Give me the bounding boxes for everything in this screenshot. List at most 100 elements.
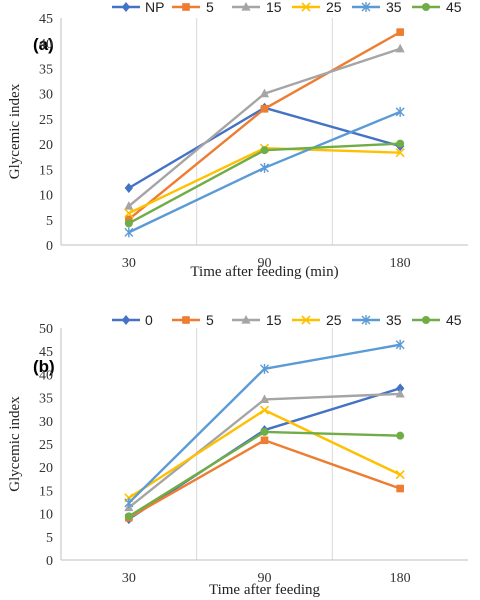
legend-marker bbox=[241, 2, 251, 11]
legend-marker bbox=[422, 316, 430, 324]
series-0 bbox=[124, 383, 405, 525]
y-tick-label: 45 bbox=[39, 12, 53, 27]
data-point bbox=[124, 219, 133, 228]
data-point bbox=[396, 431, 405, 440]
series-15 bbox=[124, 43, 405, 210]
x-tick-label: 90 bbox=[258, 256, 272, 271]
series-line bbox=[128, 142, 401, 225]
y-tick-label: 25 bbox=[39, 438, 53, 453]
data-point bbox=[260, 146, 269, 155]
legend-item: 35 bbox=[352, 312, 402, 328]
legend-item: 35 bbox=[352, 0, 402, 15]
legend-marker bbox=[422, 3, 430, 11]
y-tick-label: 35 bbox=[39, 62, 53, 77]
y-tick-label: 10 bbox=[39, 189, 53, 204]
legend-label: 5 bbox=[206, 0, 214, 15]
y-tick-label: 25 bbox=[39, 113, 53, 128]
series-35 bbox=[124, 106, 405, 238]
y-axis-title: Glycemic index bbox=[7, 396, 23, 492]
series-line bbox=[128, 146, 401, 215]
data-point bbox=[124, 227, 134, 238]
y-tick-label: 50 bbox=[39, 322, 53, 337]
legend-item: 15 bbox=[232, 0, 282, 15]
x-tick-label: 180 bbox=[390, 571, 411, 586]
legend-marker bbox=[361, 315, 371, 325]
legend-label: 0 bbox=[145, 312, 153, 328]
data-point bbox=[259, 394, 270, 404]
data-point bbox=[259, 405, 270, 415]
y-tick-label: 10 bbox=[39, 508, 53, 523]
data-point bbox=[125, 215, 133, 224]
legend-item: 45 bbox=[412, 0, 462, 15]
y-tick-label: 20 bbox=[39, 138, 53, 153]
data-point bbox=[395, 43, 405, 53]
data-point bbox=[260, 162, 269, 173]
legend-label: 25 bbox=[326, 0, 342, 15]
data-point bbox=[395, 470, 405, 480]
legend: 0 5 15 25 35 45 bbox=[112, 312, 462, 328]
legend-label: 35 bbox=[386, 0, 402, 15]
data-point bbox=[260, 105, 269, 113]
data-point bbox=[396, 139, 405, 148]
y-axis-title: Glycemic index bbox=[7, 83, 23, 179]
legend-label: 15 bbox=[266, 312, 282, 328]
data-point bbox=[396, 484, 404, 493]
legend-marker bbox=[121, 2, 131, 12]
data-point bbox=[395, 339, 405, 350]
panel-label: (b) bbox=[33, 357, 55, 376]
data-point bbox=[124, 512, 133, 521]
x-tick-label: 30 bbox=[122, 256, 136, 271]
series-45 bbox=[124, 139, 405, 228]
legend-item: 0 bbox=[112, 312, 153, 328]
legend-marker bbox=[121, 315, 131, 325]
legend-label: 5 bbox=[206, 312, 214, 328]
legend-item: 15 bbox=[232, 312, 282, 328]
legend-item: 25 bbox=[292, 0, 342, 15]
legend-marker bbox=[301, 315, 311, 325]
data-point bbox=[395, 383, 405, 394]
y-tick-label: 5 bbox=[46, 214, 53, 229]
legend-marker bbox=[182, 3, 190, 11]
series-45 bbox=[124, 427, 405, 521]
legend-marker bbox=[301, 2, 311, 12]
data-point bbox=[124, 201, 134, 210]
y-tick-label: 15 bbox=[39, 484, 53, 499]
y-tick-label: 30 bbox=[39, 415, 53, 430]
y-tick-label: 15 bbox=[39, 163, 53, 178]
x-tick-label: 180 bbox=[390, 256, 411, 271]
series-25 bbox=[124, 143, 405, 218]
legend-item: 25 bbox=[292, 312, 342, 328]
x-axis-title: Time after feeding (min) bbox=[190, 264, 338, 280]
legend-marker bbox=[182, 316, 190, 324]
data-point bbox=[124, 208, 134, 218]
series-line bbox=[128, 408, 401, 499]
x-tick-label: 30 bbox=[122, 571, 136, 586]
legend-item: 45 bbox=[412, 312, 462, 328]
x-tick-label: 90 bbox=[258, 571, 272, 586]
data-point bbox=[395, 148, 405, 158]
data-point bbox=[124, 182, 134, 193]
legend: NP 5 15 25 35 45 bbox=[112, 0, 462, 15]
legend-marker bbox=[361, 2, 371, 12]
series-line bbox=[128, 31, 401, 221]
series-line bbox=[128, 387, 401, 521]
legend-label: 25 bbox=[326, 312, 342, 328]
legend-label: 45 bbox=[446, 312, 462, 328]
y-tick-label: 30 bbox=[39, 88, 53, 103]
series-5 bbox=[125, 28, 404, 224]
legend-label: 35 bbox=[386, 312, 402, 328]
legend-item: NP bbox=[112, 0, 164, 15]
legend-item: 5 bbox=[172, 0, 214, 15]
y-tick-label: 0 bbox=[46, 554, 53, 569]
series-35 bbox=[124, 339, 405, 508]
series-15 bbox=[124, 388, 405, 512]
data-point bbox=[124, 497, 134, 508]
series-5 bbox=[125, 436, 404, 522]
data-point bbox=[395, 388, 405, 398]
series-line bbox=[128, 439, 401, 519]
data-point bbox=[259, 88, 270, 98]
data-point bbox=[260, 436, 269, 445]
legend-marker bbox=[241, 315, 251, 324]
